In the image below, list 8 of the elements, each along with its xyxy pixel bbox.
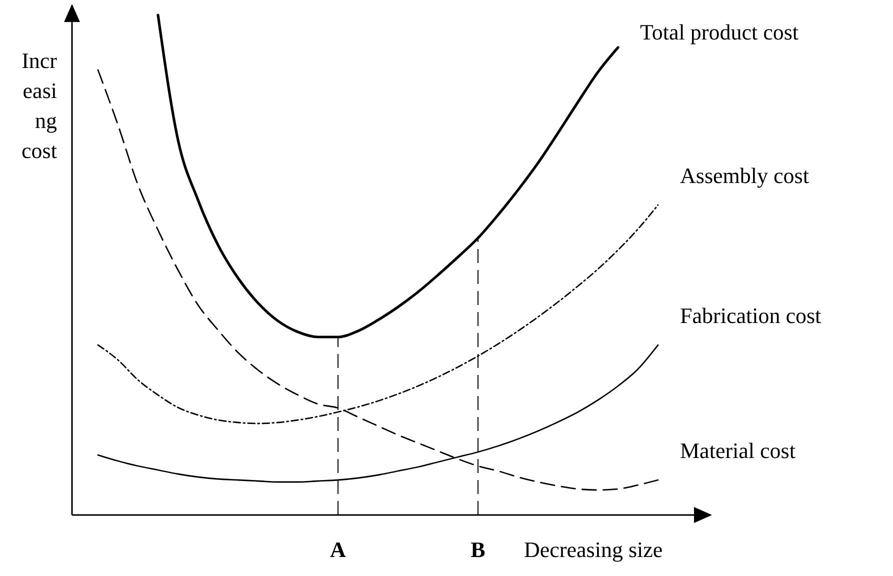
series-label: Assembly cost bbox=[680, 163, 809, 188]
x-axis-title: Decreasing size bbox=[524, 537, 663, 562]
x-tick-label: B bbox=[470, 537, 486, 562]
x-tick-label: A bbox=[330, 537, 346, 562]
series-label: Material cost bbox=[680, 438, 796, 463]
y-axis-title: Increasing cost bbox=[22, 48, 58, 163]
series-label: Fabrication cost bbox=[680, 303, 822, 328]
series-label: Total product cost bbox=[640, 20, 799, 44]
